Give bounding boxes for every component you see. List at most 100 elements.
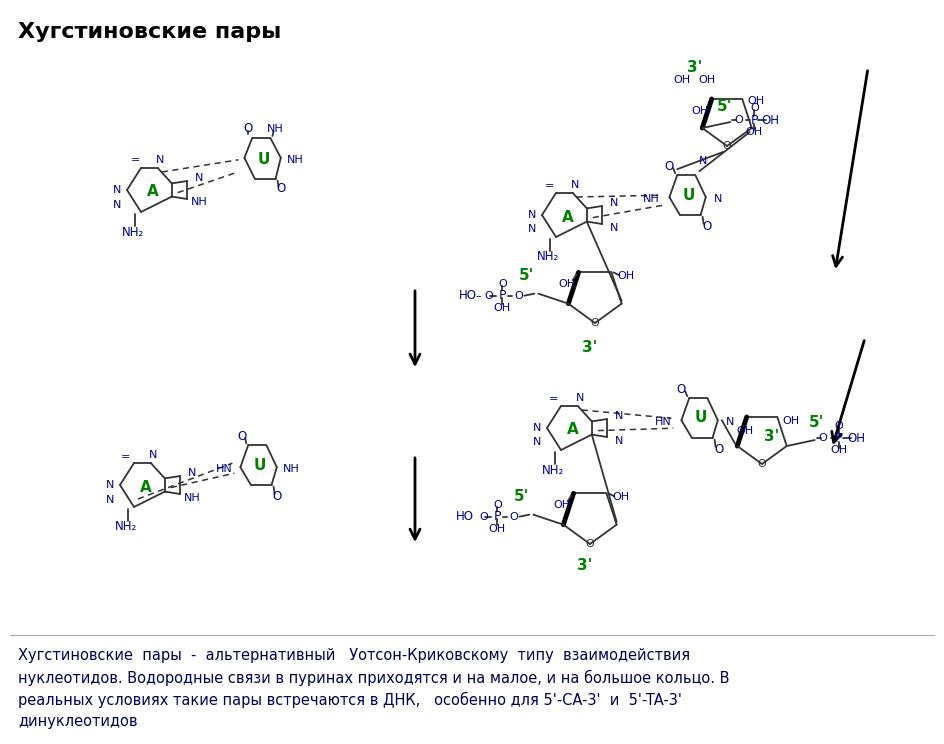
Text: NH₂: NH₂	[122, 225, 144, 239]
Text: N: N	[106, 480, 114, 490]
Text: N: N	[532, 437, 541, 447]
Text: OH: OH	[494, 303, 511, 312]
Text: N: N	[714, 194, 722, 204]
Text: U: U	[683, 187, 695, 202]
Text: HO: HO	[456, 510, 475, 523]
Text: U: U	[254, 458, 266, 472]
Text: NH: NH	[643, 194, 660, 204]
Text: HN: HN	[216, 464, 233, 474]
Text: 3': 3'	[764, 429, 780, 444]
Text: =: =	[131, 155, 141, 165]
Text: P: P	[498, 289, 506, 302]
Text: O: O	[722, 141, 732, 151]
Text: N: N	[570, 180, 579, 190]
Text: OH: OH	[691, 106, 708, 116]
Text: –: –	[476, 291, 481, 301]
Text: O: O	[677, 382, 686, 396]
Text: 3': 3'	[687, 60, 702, 75]
Text: O: O	[818, 433, 827, 443]
Text: N: N	[532, 423, 541, 433]
Text: NH: NH	[184, 493, 200, 503]
Text: NH: NH	[267, 124, 284, 134]
Text: N: N	[615, 411, 623, 421]
Text: нуклеотидов. Водородные связи в пуринах приходятся и на малое, и на большое коль: нуклеотидов. Водородные связи в пуринах …	[18, 670, 730, 686]
Text: A: A	[562, 210, 574, 225]
Text: NH: NH	[282, 464, 299, 474]
Text: O: O	[276, 182, 285, 195]
Text: =: =	[549, 394, 559, 404]
Text: OH: OH	[783, 416, 800, 426]
Text: N: N	[106, 495, 114, 505]
Text: N: N	[156, 155, 164, 165]
Text: O: O	[714, 443, 723, 456]
Text: O: O	[244, 123, 253, 135]
Text: 3': 3'	[578, 559, 593, 574]
Text: OH: OH	[612, 493, 629, 502]
Text: N: N	[195, 173, 203, 183]
Text: NH₂: NH₂	[537, 251, 559, 263]
Text: N: N	[148, 450, 157, 460]
Text: P: P	[494, 510, 501, 523]
Text: OH: OH	[489, 524, 506, 533]
Text: O: O	[493, 500, 502, 510]
Text: P: P	[750, 114, 758, 126]
Text: O: O	[834, 421, 843, 431]
Text: N: N	[576, 393, 584, 403]
Text: O: O	[758, 459, 767, 469]
Text: U: U	[695, 411, 707, 426]
Text: O: O	[585, 539, 595, 549]
Text: Хугстиновские пары: Хугстиновские пары	[18, 22, 281, 42]
Text: N: N	[726, 417, 734, 427]
Text: OH: OH	[558, 279, 575, 289]
Text: NH₂: NH₂	[115, 521, 137, 533]
Text: 5': 5'	[518, 268, 534, 283]
Text: 5': 5'	[514, 489, 529, 504]
Text: O: O	[591, 318, 599, 328]
Text: OH: OH	[553, 501, 570, 510]
Text: NH: NH	[286, 155, 303, 165]
Text: 5': 5'	[716, 98, 732, 114]
Text: O: O	[750, 103, 759, 113]
Text: A: A	[140, 479, 152, 495]
Text: 5': 5'	[809, 414, 824, 429]
Text: N: N	[528, 210, 536, 220]
Text: P: P	[835, 432, 842, 444]
Text: реальных условиях такие пары встречаются в ДНК,   особенно для 5'-CA-3'  и  5'-T: реальных условиях такие пары встречаются…	[18, 692, 682, 708]
Text: OH: OH	[736, 426, 753, 436]
Text: O: O	[479, 512, 488, 522]
Text: OH: OH	[748, 96, 765, 106]
Text: O: O	[702, 220, 711, 234]
Text: O: O	[514, 291, 523, 301]
Text: O: O	[272, 490, 281, 503]
Text: HO: HO	[460, 289, 478, 302]
Text: N: N	[113, 185, 121, 195]
Text: A: A	[567, 423, 579, 437]
Text: O: O	[498, 279, 507, 289]
Text: N: N	[188, 468, 196, 478]
Text: N: N	[610, 223, 618, 233]
Text: O: O	[509, 512, 517, 522]
Text: OH: OH	[830, 445, 848, 455]
Text: U: U	[258, 153, 270, 167]
Text: OH: OH	[699, 75, 716, 85]
Text: динуклеотидов: динуклеотидов	[18, 714, 138, 729]
Text: HN: HN	[655, 417, 672, 427]
Text: =: =	[545, 181, 554, 191]
Text: =: =	[122, 452, 130, 462]
Text: OH: OH	[616, 272, 634, 281]
Text: N: N	[528, 224, 536, 234]
Text: O: O	[484, 291, 493, 301]
Text: NH: NH	[191, 197, 208, 207]
Text: OH: OH	[746, 127, 763, 137]
Text: O: O	[733, 115, 743, 125]
Text: O: O	[665, 160, 674, 173]
Text: Хугстиновские  пары  -  альтернативный   Уотсон-Криковскому  типу  взаимодействи: Хугстиновские пары - альтернативный Уотс…	[18, 648, 690, 663]
Text: OH: OH	[761, 114, 780, 126]
Text: NH₂: NH₂	[542, 464, 565, 476]
Text: N: N	[610, 198, 618, 208]
Text: OH: OH	[673, 75, 691, 85]
Text: N: N	[615, 436, 623, 446]
Text: O: O	[238, 430, 246, 443]
Text: A: A	[147, 185, 159, 199]
Text: N: N	[700, 156, 708, 166]
